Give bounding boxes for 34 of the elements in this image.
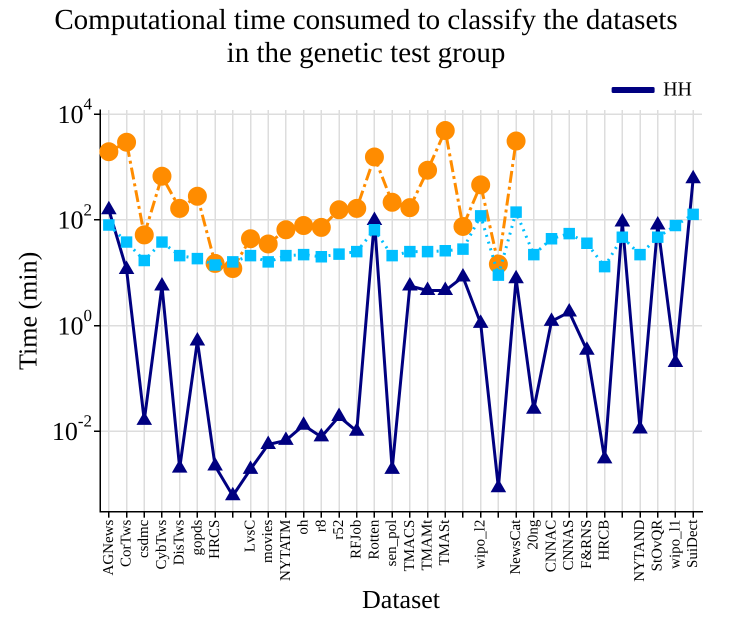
x-tick-label: 20ng xyxy=(526,519,542,550)
x-tick-label: SuiDect xyxy=(685,518,702,568)
x-tick-label: csdmc xyxy=(136,519,152,558)
x-tick-label: oh xyxy=(296,519,312,535)
x-tick-label: Rotten xyxy=(366,519,382,560)
x-tick-label: NewsCat xyxy=(508,518,524,575)
x-tick-label: sen_pol xyxy=(384,520,400,566)
legend-label: HH xyxy=(663,78,692,100)
x-tick-label: AGNews xyxy=(100,520,117,576)
x-tick-label: CNNAC xyxy=(543,520,560,572)
x-tick-label: gopds xyxy=(189,520,206,556)
x-tick-label: TMASt xyxy=(437,518,454,566)
x-tick-label: F&RNS xyxy=(578,520,595,569)
chart-title: Computational time consumed to classify the datasets in the genetic test group xyxy=(53,4,679,70)
x-tick-label: NYTAND xyxy=(632,520,648,582)
x-axis-title: Dataset xyxy=(362,585,441,614)
x-tick-label: RFJob xyxy=(348,520,365,559)
x-tick-label: r52 xyxy=(330,520,347,540)
y-axis-title: Time (min) xyxy=(13,252,42,370)
x-tick-label: StOvQR xyxy=(650,520,666,572)
x-tick-label: movies xyxy=(260,520,276,564)
x-tick-label: CybTws xyxy=(154,520,170,570)
x-tick-label: NYTATM xyxy=(278,520,294,581)
x-tick-label: TMAMt xyxy=(419,518,436,571)
x-tick-label: wipo_l1 xyxy=(667,520,684,569)
x-tick-label: TMACS xyxy=(402,520,418,572)
x-tick-label: LvsC xyxy=(242,520,258,552)
x-tick-label: wipo_l2 xyxy=(472,520,489,569)
x-tick-label: HRCS xyxy=(207,520,224,559)
x-tick-label: HRCB xyxy=(596,520,613,561)
x-tick-label: CNNAS xyxy=(561,520,578,571)
x-tick-label: CorTws xyxy=(118,520,134,567)
x-tick-label: r8 xyxy=(313,520,330,532)
x-tick-label: DisTws xyxy=(172,520,188,566)
